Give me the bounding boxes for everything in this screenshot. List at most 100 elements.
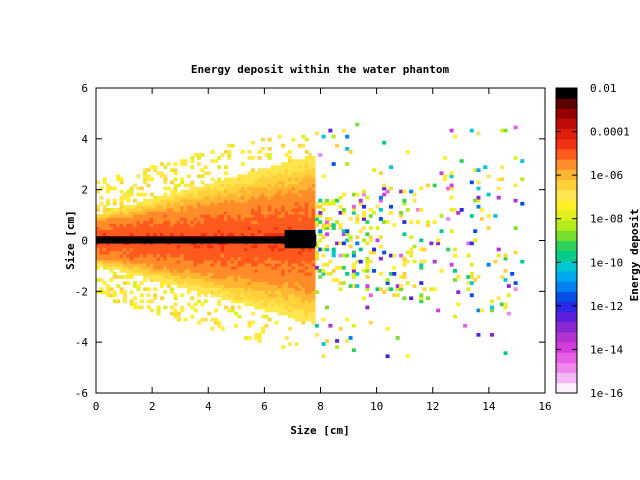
heatmap-cell: [213, 201, 218, 206]
heatmap-cell: [291, 302, 296, 307]
heatmap-cell: [449, 195, 454, 200]
heatmap-cell: [234, 244, 239, 249]
heatmap-cell: [254, 232, 259, 237]
heatmap-cell: [291, 259, 296, 264]
heatmap-cell: [186, 192, 191, 197]
heatmap-cell: [224, 275, 228, 279]
heatmap-cell: [412, 244, 417, 249]
heatmap-cell: [301, 293, 306, 298]
heatmap-cell: [335, 220, 340, 224]
heatmap-cell: [298, 284, 303, 288]
heatmap-cell: [308, 211, 313, 215]
heatmap-cell: [328, 128, 333, 133]
heatmap-cell: [281, 229, 286, 233]
heatmap-cell: [193, 275, 198, 279]
heatmap-cell: [287, 278, 292, 282]
heatmap-cell: [264, 293, 269, 298]
heatmap-cell: [170, 195, 175, 200]
heatmap-cell: [190, 223, 195, 227]
heatmap-cell: [365, 275, 370, 279]
heatmap-cell: [304, 293, 309, 298]
heatmap-cell: [281, 201, 286, 206]
heatmap-cell: [506, 284, 511, 288]
heatmap-cell: [200, 265, 205, 270]
heatmap-cell: [311, 162, 316, 166]
heatmap-cell: [210, 275, 215, 279]
heatmap-cell: [250, 204, 255, 209]
heatmap-cell: [311, 208, 316, 212]
heatmap-cell: [287, 262, 292, 267]
heatmap-cell: [351, 211, 356, 215]
heatmap-cell: [247, 244, 252, 249]
heatmap-cell: [116, 223, 121, 227]
heatmap-cell: [220, 217, 225, 221]
heatmap-cell: [311, 299, 316, 304]
heatmap-cell: [264, 272, 269, 276]
heatmap-cell: [149, 214, 154, 218]
heatmap-cell: [197, 253, 201, 258]
heatmap-cell: [331, 278, 336, 282]
heatmap-cell: [442, 156, 447, 160]
heatmap-cell: [301, 162, 306, 166]
colorbar-swatch: [556, 362, 577, 374]
heatmap-cell: [304, 220, 309, 224]
heatmap-cell: [207, 244, 212, 249]
heatmap-cell: [271, 168, 276, 172]
heatmap-cell: [180, 211, 185, 215]
heatmap-cell: [220, 186, 225, 191]
heatmap-cell: [237, 299, 242, 304]
heatmap-cell: [200, 275, 205, 279]
heatmap-cell: [166, 186, 171, 191]
heatmap-cell: [213, 275, 218, 279]
heatmap-cell: [267, 220, 272, 224]
heatmap-cell: [149, 165, 154, 169]
heatmap-cell: [186, 201, 191, 206]
heatmap-cell: [311, 189, 316, 194]
heatmap-cell: [237, 262, 242, 267]
heatmap-cell: [112, 265, 117, 270]
heatmap-cell: [378, 198, 383, 203]
heatmap-cell: [170, 244, 175, 249]
heatmap-cell: [149, 262, 154, 267]
heatmap-cell: [129, 253, 134, 258]
heatmap-cell: [240, 232, 245, 237]
heatmap-cell: [149, 259, 154, 264]
heatmap-cell: [149, 204, 154, 209]
heatmap-cell: [318, 275, 323, 279]
heatmap-cell: [254, 247, 259, 252]
heatmap-cell: [237, 250, 242, 255]
heatmap-cell: [149, 217, 154, 221]
heatmap-cell: [244, 192, 249, 197]
heatmap-cell: [287, 235, 292, 240]
heatmap-cell: [106, 250, 111, 255]
heatmap-cell: [237, 223, 242, 227]
heatmap-cell: [193, 244, 198, 249]
heatmap-cell: [153, 220, 158, 224]
heatmap-cell: [143, 287, 148, 291]
heatmap-cell: [274, 180, 279, 185]
heatmap-cell: [109, 235, 114, 240]
heatmap-cell: [247, 290, 252, 294]
heatmap-cell: [139, 223, 144, 227]
heatmap-cell: [146, 253, 151, 258]
heatmap-cell: [197, 156, 201, 160]
heatmap-cell: [180, 256, 185, 261]
heatmap-cell: [432, 183, 437, 188]
heatmap-cell: [112, 256, 117, 261]
heatmap-cell: [314, 250, 319, 255]
heatmap-cell: [284, 226, 289, 230]
heatmap-cell: [294, 189, 299, 194]
heatmap-cell: [200, 317, 205, 322]
heatmap-cell: [291, 171, 296, 176]
heatmap-cell: [163, 265, 168, 270]
heatmap-cell: [267, 281, 272, 285]
heatmap-cell: [257, 244, 262, 249]
heatmap-cell: [240, 174, 245, 179]
heatmap-cell: [298, 278, 303, 282]
heatmap-cell: [156, 253, 161, 258]
heatmap-cell: [294, 262, 299, 267]
heatmap-cell: [375, 287, 380, 291]
heatmap-cell: [399, 275, 404, 279]
heatmap-cell: [264, 269, 269, 273]
heatmap-cell: [486, 174, 491, 179]
